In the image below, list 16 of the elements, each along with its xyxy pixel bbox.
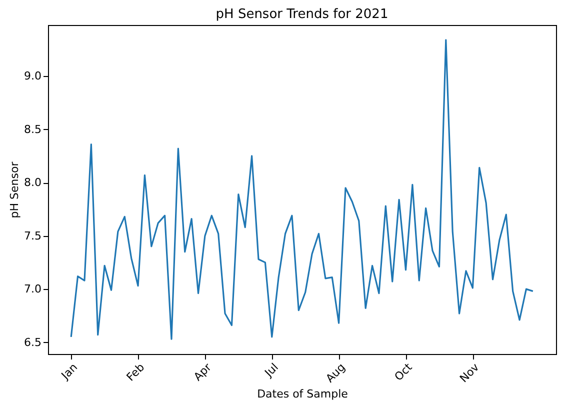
x-tick-label: Apr xyxy=(191,360,214,384)
y-tick-label: 8.5 xyxy=(24,122,42,136)
x-tick-label: Jul xyxy=(262,360,281,380)
y-tick-label: 6.5 xyxy=(24,336,42,349)
line-series xyxy=(70,39,534,340)
y-axis-title: pH Sensor xyxy=(8,161,22,218)
chart-title: pH Sensor Trends for 2021 xyxy=(216,7,388,22)
x-tick-label: Nov xyxy=(457,360,482,386)
x-tick-label: Oct xyxy=(392,360,416,384)
x-axis-title: Dates of Sample xyxy=(257,387,348,400)
y-tick-label: 7.0 xyxy=(24,282,42,296)
y-tick-label: 7.5 xyxy=(24,229,42,242)
x-tick-label: Jan xyxy=(58,360,80,383)
y-tick-label: 8.0 xyxy=(24,176,42,190)
x-tick-label: Feb xyxy=(124,360,148,384)
y-tick-label: 9.0 xyxy=(24,70,42,83)
